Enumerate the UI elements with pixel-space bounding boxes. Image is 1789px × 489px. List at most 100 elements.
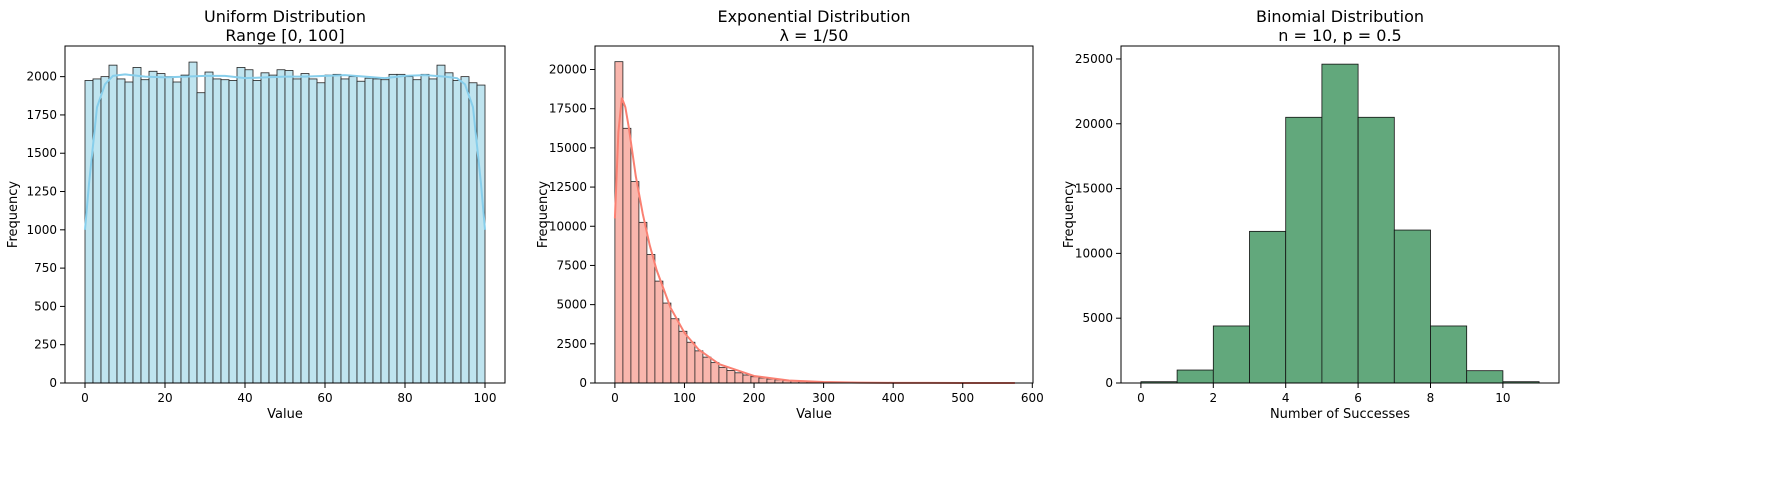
histogram-bar (196, 92, 206, 384)
histogram-bar (1249, 230, 1287, 384)
y-tick-label: 10000 (1075, 246, 1113, 260)
histogram-bar (614, 61, 624, 384)
histogram-bar (308, 78, 318, 384)
y-tick-label: 10000 (549, 219, 587, 233)
x-axis-label: Value (267, 407, 303, 422)
histogram-bar (244, 69, 254, 384)
histogram-bar (84, 80, 94, 384)
y-tick-label: 1750 (26, 108, 57, 122)
y-tick-label: 0 (49, 376, 57, 390)
histogram-bar (364, 77, 374, 384)
x-tick-label: 300 (812, 391, 835, 405)
histogram-bar (252, 80, 262, 384)
histogram-bar (638, 221, 648, 384)
histogram-bar (428, 78, 438, 384)
x-tick-label: 0 (81, 391, 89, 405)
chart-title-line: Range [0, 100] (225, 26, 344, 45)
chart-title-line: Uniform Distribution (204, 7, 366, 26)
histogram-bar (276, 69, 286, 384)
histogram-bar (1393, 229, 1431, 384)
x-tick-label: 2 (1209, 391, 1217, 405)
histogram-bar (148, 70, 158, 384)
chart-title-line: Exponential Distribution (717, 7, 910, 26)
x-tick-label: 600 (1021, 391, 1044, 405)
y-tick-label: 500 (34, 299, 57, 313)
histogram-bar (140, 79, 150, 384)
chart-panel-2: 0 100 200 300 400 500 600 0 2500 5000 7500 10000 125… (536, 7, 1044, 422)
histogram-bar (670, 318, 680, 384)
histogram-bar (766, 378, 776, 384)
histogram-bar (1212, 325, 1250, 384)
histogram-bar (1357, 116, 1395, 384)
histogram-bar (742, 374, 752, 384)
histogram-bar (220, 79, 230, 384)
histogram-bar (300, 73, 310, 384)
histogram-bar (204, 71, 214, 384)
histogram-bar (694, 350, 704, 384)
histogram-bar (332, 73, 342, 384)
histogram-bar (212, 78, 222, 384)
y-tick-label: 17500 (549, 102, 587, 116)
histogram-bar (1176, 369, 1214, 384)
histogram-bar (750, 376, 760, 384)
histogram-bar (268, 74, 278, 384)
x-tick-label: 80 (397, 391, 412, 405)
histogram-bar (316, 82, 326, 384)
y-tick-label: 2500 (556, 337, 587, 351)
histogram-bar (356, 80, 366, 384)
histogram-bar (726, 370, 736, 384)
histogram-bar (678, 330, 688, 384)
histogram-bar (662, 302, 672, 384)
histogram-bar (284, 70, 294, 384)
histogram-bar (1285, 116, 1323, 384)
histogram-bar (228, 80, 238, 384)
y-tick-label: 15000 (549, 141, 587, 155)
x-axis-label: Number of Successes (1270, 407, 1410, 422)
histogram-bar (702, 356, 712, 384)
histogram-bar (348, 76, 358, 384)
histogram-bar (372, 78, 382, 384)
y-tick-label: 750 (34, 261, 57, 275)
y-tick-label: 5000 (1082, 311, 1113, 325)
y-tick-label: 0 (1105, 376, 1113, 390)
histogram-bar (476, 84, 486, 384)
axes-frame (594, 45, 1034, 384)
histogram-bar (292, 78, 302, 384)
y-tick-label: 15000 (1075, 182, 1113, 196)
y-tick-label: 250 (34, 338, 57, 352)
histogram-bar (630, 181, 640, 384)
histogram-bar (124, 81, 134, 384)
histogram-bar (180, 74, 190, 384)
histogram-bar (172, 81, 182, 384)
histogram-bar (236, 67, 246, 384)
axes-frame (1120, 45, 1560, 384)
x-tick-label: 100 (474, 391, 497, 405)
histogram-bar (718, 366, 728, 384)
histogram-bar (388, 73, 398, 384)
axes-frame (64, 45, 506, 384)
y-axis-label: Frequency (1062, 181, 1077, 248)
x-tick-label: 100 (673, 391, 696, 405)
x-tick-label: 500 (951, 391, 974, 405)
x-tick-label: 20 (157, 391, 172, 405)
histogram-bar (340, 78, 350, 384)
histogram-bar (100, 76, 110, 384)
histogram-bar (1466, 370, 1504, 384)
y-tick-label: 7500 (556, 258, 587, 272)
histogram-bar (646, 254, 656, 384)
histogram-bar (758, 377, 768, 384)
y-tick-label: 20000 (1075, 117, 1113, 131)
chart-title-line: n = 10, p = 0.5 (1278, 26, 1401, 45)
x-tick-label: 40 (237, 391, 252, 405)
histogram-bar (116, 78, 126, 384)
x-tick-label: 400 (882, 391, 905, 405)
x-tick-label: 200 (743, 391, 766, 405)
histogram-bar (1430, 325, 1468, 384)
x-tick-label: 60 (317, 391, 332, 405)
histogram-bar (622, 127, 632, 384)
y-axis-label: Frequency (536, 181, 551, 248)
histogram-bar (436, 64, 446, 384)
histogram-bar (710, 362, 720, 384)
y-tick-label: 2000 (26, 70, 57, 84)
